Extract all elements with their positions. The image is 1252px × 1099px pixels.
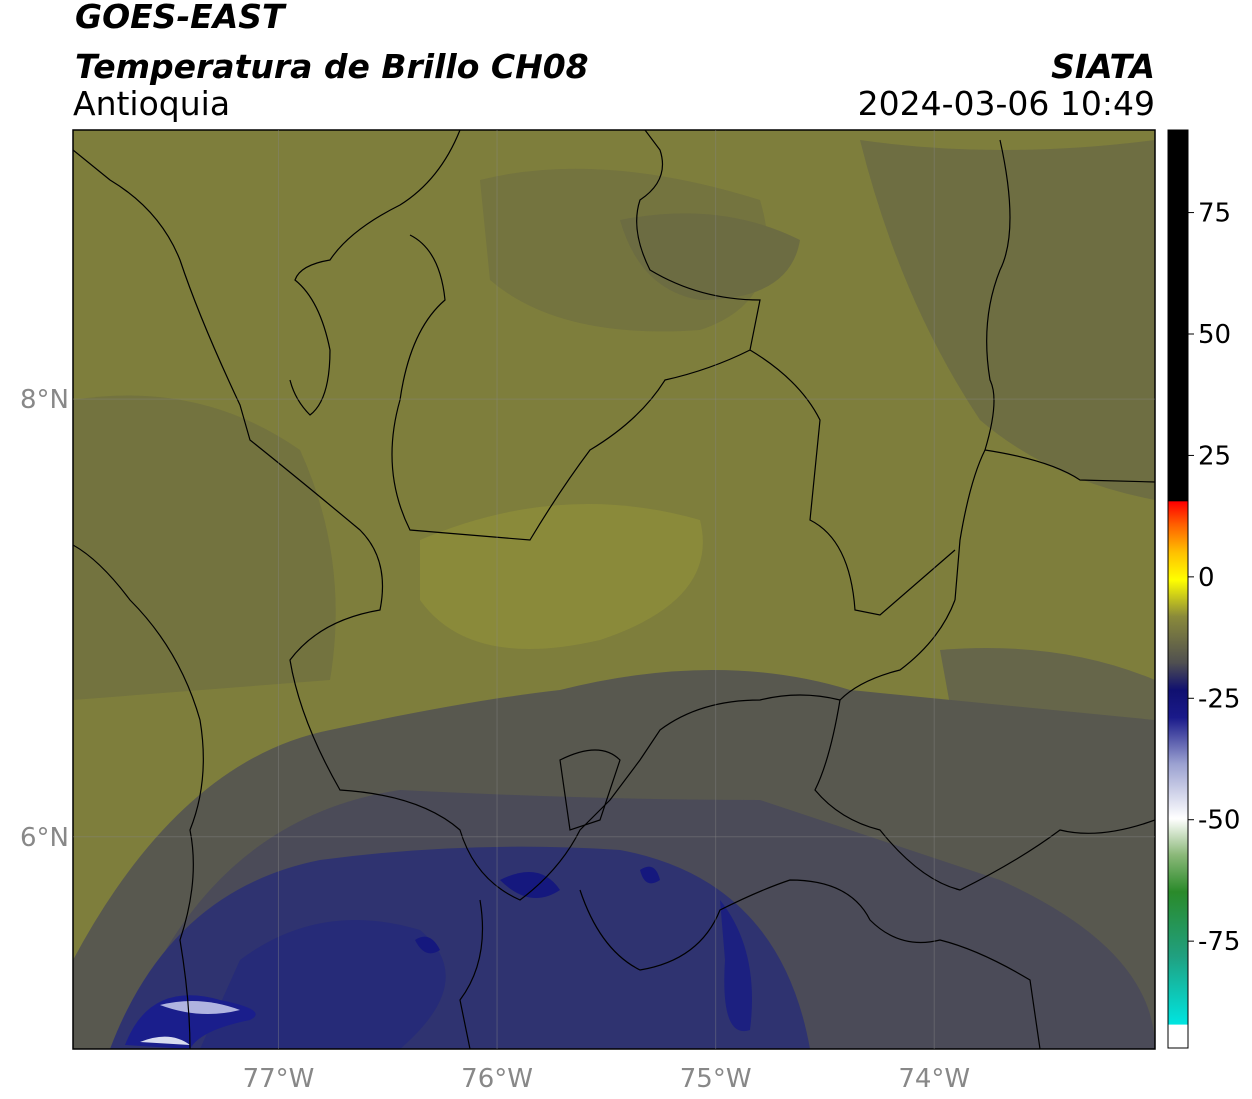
colorbar-tick-label: 75 [1198,199,1231,229]
x-tick-label: 74°W [898,1064,970,1094]
colorbar-tick-label: 50 [1198,320,1231,350]
x-tick-label: 75°W [680,1064,752,1094]
borders [73,130,1155,1049]
datetime: 2024-03-06 10:49 [858,84,1155,123]
region: Antioquia [73,84,230,123]
colorbar-tick-label: 0 [1198,563,1215,593]
colorbar-tick-label: -75 [1198,927,1240,957]
x-tick-label: 77°W [243,1064,315,1094]
title: GOES-EAST [75,0,287,36]
colorbar-tick-label: -50 [1198,806,1240,836]
y-tick-label: 8°N [20,385,69,415]
map-frame [72,129,1156,1050]
satellite-image [73,130,1155,1049]
colorbar [1167,129,1189,1049]
colorbar-tick-label: 25 [1198,441,1231,471]
y-tick-label: 6°N [20,823,69,853]
subtitle: Temperatura de Brillo CH08 [75,47,589,86]
colorbar-tick-label: -25 [1198,684,1240,714]
x-tick-label: 76°W [461,1064,533,1094]
source: SIATA [1051,47,1155,86]
